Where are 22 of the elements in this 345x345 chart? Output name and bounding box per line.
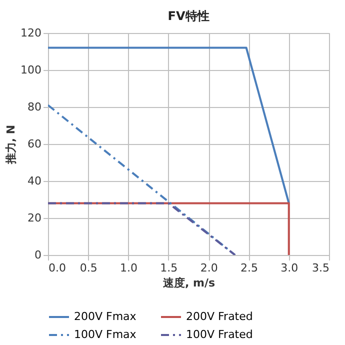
legend-label: 200V Fmax	[74, 310, 137, 323]
y-tick-label: 80	[28, 100, 42, 114]
x-tick-label: 0.0	[48, 262, 66, 274]
legend-label: 100V Frated	[186, 328, 253, 341]
x-tick-label: 3.5	[312, 262, 330, 274]
x-tick-label: 2.5	[240, 262, 258, 274]
y-axis-title: 推力, N	[4, 124, 18, 166]
x-tick-label: 3.0	[280, 262, 298, 274]
x-tick-label: 0.5	[80, 262, 98, 274]
x-tick-label: 1.0	[120, 262, 138, 274]
legend-label: 200V Frated	[186, 310, 253, 323]
y-tick-label: 0	[34, 248, 42, 262]
y-tick-label: 60	[28, 138, 42, 150]
x-axis-title: 速度, m/s	[162, 276, 216, 290]
chart-title: FV特性	[168, 9, 210, 23]
y-tick-label: 120	[20, 26, 42, 40]
legend-label: 100V Fmax	[74, 328, 137, 341]
y-tick-label: 20	[28, 212, 42, 224]
y-tick-label: 100	[20, 64, 42, 76]
y-tick-label: 40	[28, 174, 42, 188]
x-tick-label: 2.0	[200, 262, 218, 274]
x-tick-label: 1.5	[160, 262, 178, 274]
